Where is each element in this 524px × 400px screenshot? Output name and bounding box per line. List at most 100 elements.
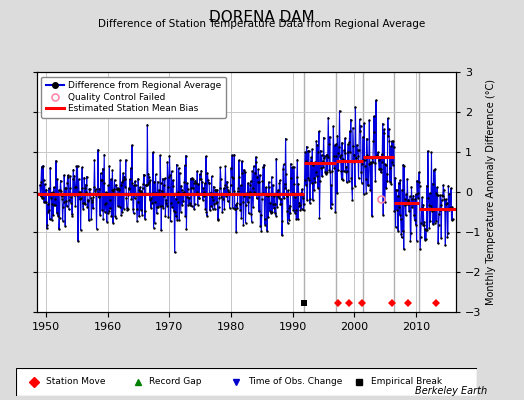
Point <box>144 170 152 177</box>
Point <box>305 177 313 183</box>
Point <box>347 175 355 181</box>
Point <box>201 180 209 186</box>
Point <box>266 208 274 214</box>
Point <box>269 200 277 207</box>
Point <box>66 173 74 180</box>
Point <box>95 192 104 198</box>
Point <box>136 188 144 194</box>
Point <box>160 193 168 199</box>
Point <box>174 165 183 171</box>
Point <box>303 148 312 154</box>
Point <box>60 172 68 178</box>
Point <box>121 183 129 190</box>
Point <box>81 200 90 207</box>
Point <box>310 174 319 181</box>
Point <box>112 182 120 188</box>
Point <box>108 167 117 174</box>
Point <box>59 199 68 206</box>
Point <box>229 175 237 182</box>
Point <box>98 207 106 214</box>
Point <box>43 222 51 228</box>
Point <box>382 184 390 191</box>
Point <box>279 166 287 172</box>
Point <box>351 182 359 189</box>
Text: Empirical Break: Empirical Break <box>371 378 442 386</box>
Point <box>201 206 210 212</box>
Point <box>436 192 444 198</box>
Point <box>433 192 442 198</box>
Point <box>232 229 241 236</box>
Point <box>186 202 194 208</box>
Point <box>148 200 156 206</box>
Point <box>308 146 316 152</box>
Point <box>322 151 331 158</box>
Point <box>206 190 215 196</box>
Point <box>199 185 208 191</box>
Point <box>52 158 60 164</box>
Point <box>379 212 387 218</box>
Point <box>81 185 89 191</box>
Point <box>133 218 141 224</box>
Point <box>286 202 294 209</box>
Point <box>58 196 67 203</box>
Point <box>122 195 130 202</box>
Point <box>445 191 454 197</box>
Point <box>406 193 414 200</box>
Point <box>235 174 244 180</box>
Point <box>279 161 288 168</box>
Point <box>408 196 416 203</box>
Point <box>383 171 391 177</box>
Point <box>49 212 58 218</box>
Point <box>53 176 62 182</box>
Point <box>280 180 289 187</box>
Point <box>217 191 226 198</box>
Point <box>83 204 92 210</box>
Point <box>371 160 379 166</box>
Point <box>355 116 364 122</box>
Point <box>443 200 451 206</box>
Point <box>150 178 158 185</box>
Point <box>123 204 131 211</box>
Point <box>404 197 412 203</box>
Point <box>168 183 177 189</box>
Point <box>224 190 233 197</box>
Point <box>304 148 313 154</box>
Point <box>272 156 280 162</box>
Point <box>140 172 148 178</box>
Point <box>253 173 261 180</box>
Point <box>161 175 169 182</box>
Point <box>288 191 296 197</box>
Point <box>435 207 444 214</box>
Point <box>230 151 238 158</box>
Point <box>261 192 270 198</box>
Point <box>326 169 334 175</box>
Point <box>418 205 426 212</box>
Point <box>159 205 168 212</box>
Point <box>101 209 109 215</box>
Point <box>336 154 344 160</box>
Point <box>424 148 432 154</box>
Point <box>80 200 88 206</box>
Point <box>410 217 419 224</box>
FancyBboxPatch shape <box>16 368 477 396</box>
Point <box>112 186 121 192</box>
Point <box>432 218 440 224</box>
Point <box>134 175 143 182</box>
Point <box>124 192 133 198</box>
Point <box>96 170 105 177</box>
Point <box>249 163 258 169</box>
Point <box>47 195 55 201</box>
Point <box>359 191 368 197</box>
Point <box>260 162 268 168</box>
Point <box>385 126 393 132</box>
Point <box>411 196 419 202</box>
Point <box>448 204 456 210</box>
Point <box>364 182 372 188</box>
Point <box>340 168 348 174</box>
Point <box>247 211 255 218</box>
Point <box>217 194 225 200</box>
Point <box>163 184 172 190</box>
Point <box>339 176 347 183</box>
Point <box>238 158 246 164</box>
Point <box>373 152 381 159</box>
